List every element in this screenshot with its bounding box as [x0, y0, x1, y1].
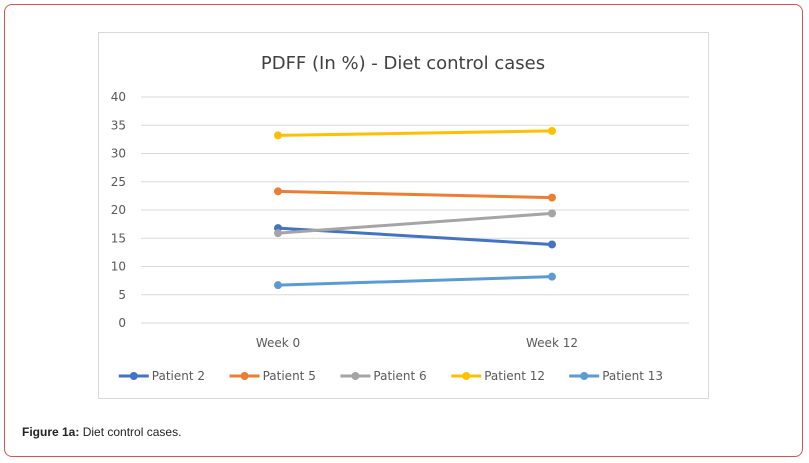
- y-tick-label: 10: [111, 260, 126, 274]
- data-point: [548, 240, 556, 249]
- legend-item: Patient 5: [229, 369, 316, 383]
- figure-caption: Figure 1a: Diet control cases.: [22, 425, 181, 439]
- legend-item: Patient 2: [118, 369, 205, 383]
- y-tick-label: 40: [111, 90, 126, 104]
- caption-text: Diet control cases.: [79, 425, 182, 439]
- legend-marker: [580, 372, 589, 380]
- y-tick-label: 0: [118, 316, 126, 330]
- legend-label: Patient 5: [263, 369, 316, 383]
- legend-marker: [129, 372, 138, 380]
- series-line: [276, 129, 554, 137]
- y-tick-label: 5: [118, 288, 126, 302]
- data-point: [548, 193, 556, 202]
- y-tick-label: 20: [111, 203, 126, 217]
- caption-label: Figure 1a:: [22, 425, 80, 439]
- legend-item: Patient 13: [569, 369, 663, 383]
- legend-marker: [351, 372, 360, 380]
- data-point: [548, 272, 556, 281]
- chart-title: PDFF (In %) - Diet control cases: [261, 53, 545, 74]
- series-line: [276, 275, 554, 287]
- line-chart: PDFF (In %) - Diet control cases 0 5 10 15 2…: [111, 53, 689, 383]
- legend-label: Patient 12: [484, 369, 545, 383]
- y-tick-label: 35: [111, 118, 126, 132]
- data-point: [274, 281, 282, 290]
- legend-item: Patient 12: [451, 369, 545, 383]
- data-point: [274, 229, 282, 238]
- legend-marker: [240, 372, 249, 380]
- x-tick-label: Week 0: [256, 336, 300, 350]
- data-point: [274, 187, 282, 196]
- y-tick-label: 25: [111, 175, 126, 189]
- y-tick-label: 30: [111, 147, 126, 161]
- legend-label: Patient 13: [602, 369, 663, 383]
- legend-label: Patient 2: [152, 369, 205, 383]
- legend-label: Patient 6: [373, 369, 426, 383]
- figure-frame: [4, 4, 803, 457]
- legend-marker: [462, 372, 471, 380]
- data-point: [274, 131, 282, 140]
- chart-container: PDFF (In %) - Diet control cases 0 5 10 15 2…: [98, 32, 709, 399]
- legend-item: Patient 6: [340, 369, 427, 383]
- data-point: [548, 126, 556, 135]
- data-point: [548, 209, 556, 218]
- x-tick-label: Week 12: [526, 336, 578, 350]
- series-line: [276, 211, 554, 235]
- series-line: [276, 189, 554, 200]
- y-tick-label: 15: [111, 231, 126, 245]
